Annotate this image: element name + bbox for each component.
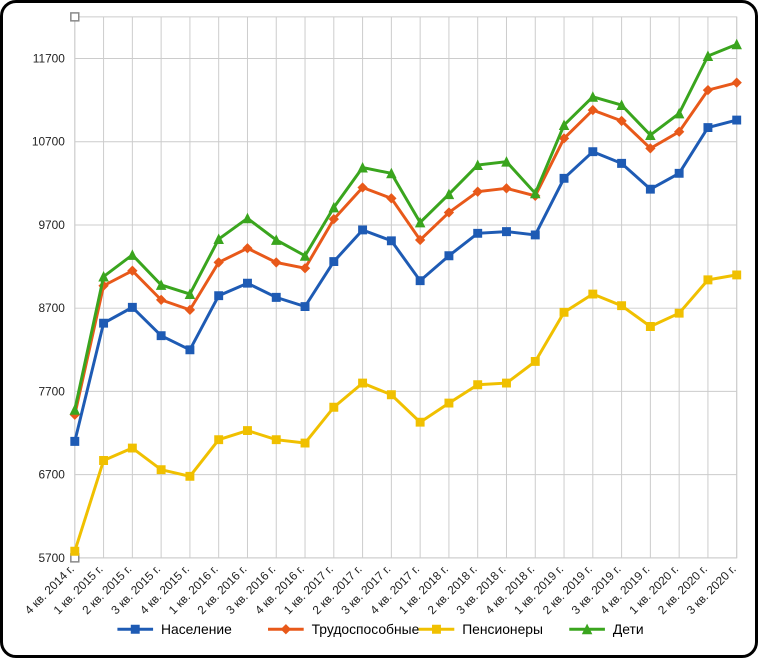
series-marker [215, 292, 223, 300]
series-marker [128, 250, 137, 259]
legend-swatch-marker [131, 625, 139, 633]
series-marker [445, 399, 453, 407]
series-marker [272, 293, 280, 301]
series-marker [215, 436, 223, 444]
series-marker [71, 547, 79, 555]
axis-corner-marker [71, 13, 79, 21]
y-tick-label: 5700 [38, 551, 65, 565]
series-marker [359, 226, 367, 234]
y-tick-label: 11700 [33, 51, 66, 65]
series-marker [646, 323, 654, 331]
series-marker [675, 169, 683, 177]
series-line [75, 275, 737, 551]
series-marker [502, 184, 511, 193]
series-marker [359, 379, 367, 387]
series-marker [128, 303, 136, 311]
series-marker [560, 308, 568, 316]
series-marker [416, 418, 424, 426]
series-marker [618, 302, 626, 310]
series-marker [503, 228, 511, 236]
series-line [75, 83, 737, 415]
legend-item: Дети [569, 621, 643, 637]
series-marker [100, 319, 108, 327]
chart-container: 5700670077008700970010700117004 кв. 2014… [0, 0, 758, 658]
series-line [75, 120, 737, 441]
series-marker [186, 346, 194, 354]
plot-border [75, 17, 737, 558]
series-marker [301, 303, 309, 311]
series-marker [589, 290, 597, 298]
series-marker [244, 427, 252, 435]
series-marker [503, 379, 511, 387]
series-marker [531, 357, 539, 365]
y-tick-label: 9700 [38, 218, 65, 232]
y-tick-label: 6700 [38, 468, 65, 482]
series-marker [128, 444, 136, 452]
legend-item: Пенсионеры [419, 621, 543, 637]
series-marker [272, 436, 280, 444]
series-marker [387, 237, 395, 245]
series-marker [646, 185, 654, 193]
series-marker [704, 124, 712, 132]
line-chart: 5700670077008700970010700117004 кв. 2014… [3, 3, 755, 655]
series-marker [733, 271, 741, 279]
legend-label: Население [161, 621, 232, 637]
y-tick-label: 8700 [38, 301, 65, 315]
series-marker [445, 252, 453, 260]
series-marker [704, 276, 712, 284]
series-marker [675, 309, 683, 317]
series-marker [531, 231, 539, 239]
series-marker [301, 439, 309, 447]
legend-label: Трудоспособные [312, 621, 420, 637]
legend-item: Трудоспособные [268, 621, 420, 637]
series-marker [157, 466, 165, 474]
series-marker [474, 381, 482, 389]
series-marker [330, 258, 338, 266]
legend-label: Пенсионеры [462, 621, 543, 637]
series-marker [243, 214, 252, 223]
series-marker [732, 78, 741, 87]
series-marker [733, 116, 741, 124]
series-marker [560, 174, 568, 182]
series-marker [387, 391, 395, 399]
series-marker [157, 332, 165, 340]
series-marker [474, 229, 482, 237]
series-marker [589, 148, 597, 156]
legend-swatch-marker [433, 625, 441, 633]
series-marker [330, 403, 338, 411]
series-marker [186, 472, 194, 480]
legend-item: Население [117, 621, 232, 637]
legend-label: Дети [613, 621, 644, 637]
series-marker [71, 437, 79, 445]
series-marker [244, 279, 252, 287]
series-marker [618, 159, 626, 167]
legend-swatch-marker [281, 625, 290, 634]
y-tick-label: 7700 [38, 384, 65, 398]
series-line [75, 44, 737, 409]
series-marker [100, 457, 108, 465]
y-tick-label: 10700 [32, 135, 65, 149]
series-marker [416, 277, 424, 285]
